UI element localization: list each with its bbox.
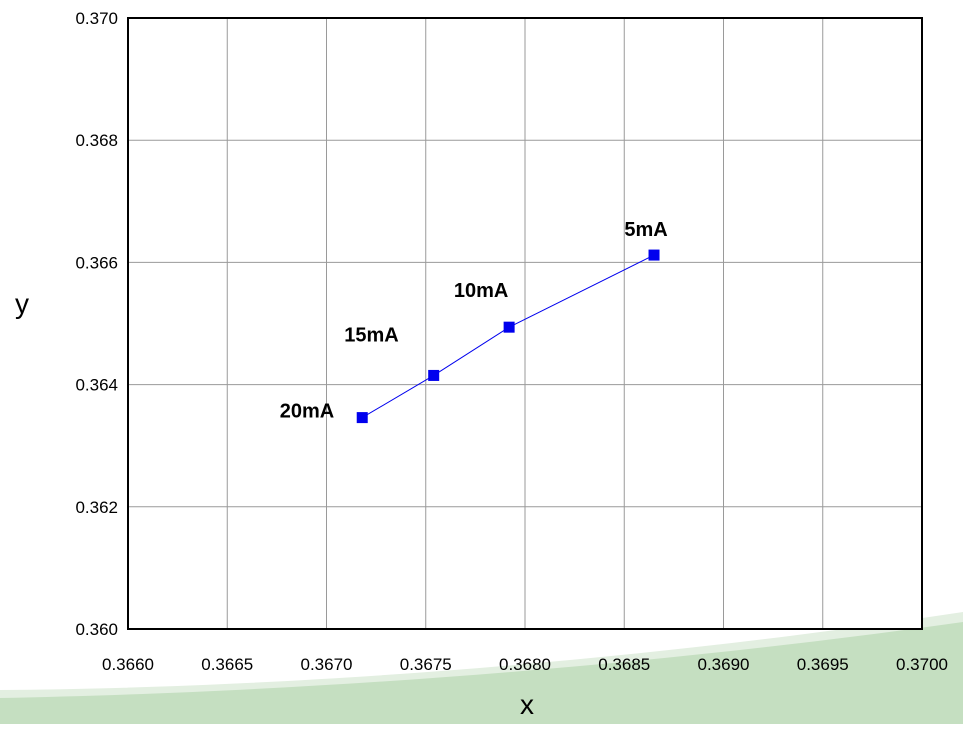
x-tick-label: 0.3680	[499, 655, 551, 674]
y-tick-label: 0.370	[75, 9, 118, 28]
y-tick-label: 0.366	[75, 253, 118, 272]
plot-frame	[127, 17, 923, 630]
x-axis-title: x	[520, 689, 534, 720]
x-tick-label: 0.3660	[102, 655, 154, 674]
y-axis-ticks: 0.360 0.362 0.364 0.366 0.368 0.370	[75, 9, 118, 639]
decorative-swoosh	[0, 620, 963, 724]
decorative-swoosh-light	[0, 612, 963, 698]
x-tick-label: 0.3695	[797, 655, 849, 674]
x-tick-label: 0.3670	[301, 655, 353, 674]
series-line	[361, 254, 655, 419]
x-tick-label: 0.3700	[896, 655, 948, 674]
data-point-marker	[648, 249, 660, 261]
x-tick-label: 0.3665	[201, 655, 253, 674]
y-tick-label: 0.362	[75, 498, 118, 517]
data-point-label: 20mA	[280, 401, 334, 423]
series	[356, 249, 660, 424]
point-labels: 20mA 15mA 10mA 5mA	[280, 219, 668, 423]
data-point-marker	[356, 412, 368, 424]
y-tick-label: 0.368	[75, 131, 118, 150]
x-tick-label: 0.3685	[598, 655, 650, 674]
data-point-marker	[428, 369, 440, 381]
data-point-label: 15mA	[344, 324, 398, 346]
data-point-marker	[503, 321, 515, 333]
x-tick-label: 0.3690	[698, 655, 750, 674]
grid	[128, 18, 922, 629]
y-tick-label: 0.360	[75, 620, 118, 639]
x-axis-ticks: 0.3660 0.3665 0.3670 0.3675 0.3680 0.3685 0.36…	[102, 655, 948, 674]
data-point-label: 5mA	[624, 219, 667, 241]
x-tick-label: 0.3675	[400, 655, 452, 674]
y-axis-title: y	[15, 288, 29, 319]
y-tick-label: 0.364	[75, 376, 118, 395]
data-point-label: 10mA	[454, 280, 508, 302]
